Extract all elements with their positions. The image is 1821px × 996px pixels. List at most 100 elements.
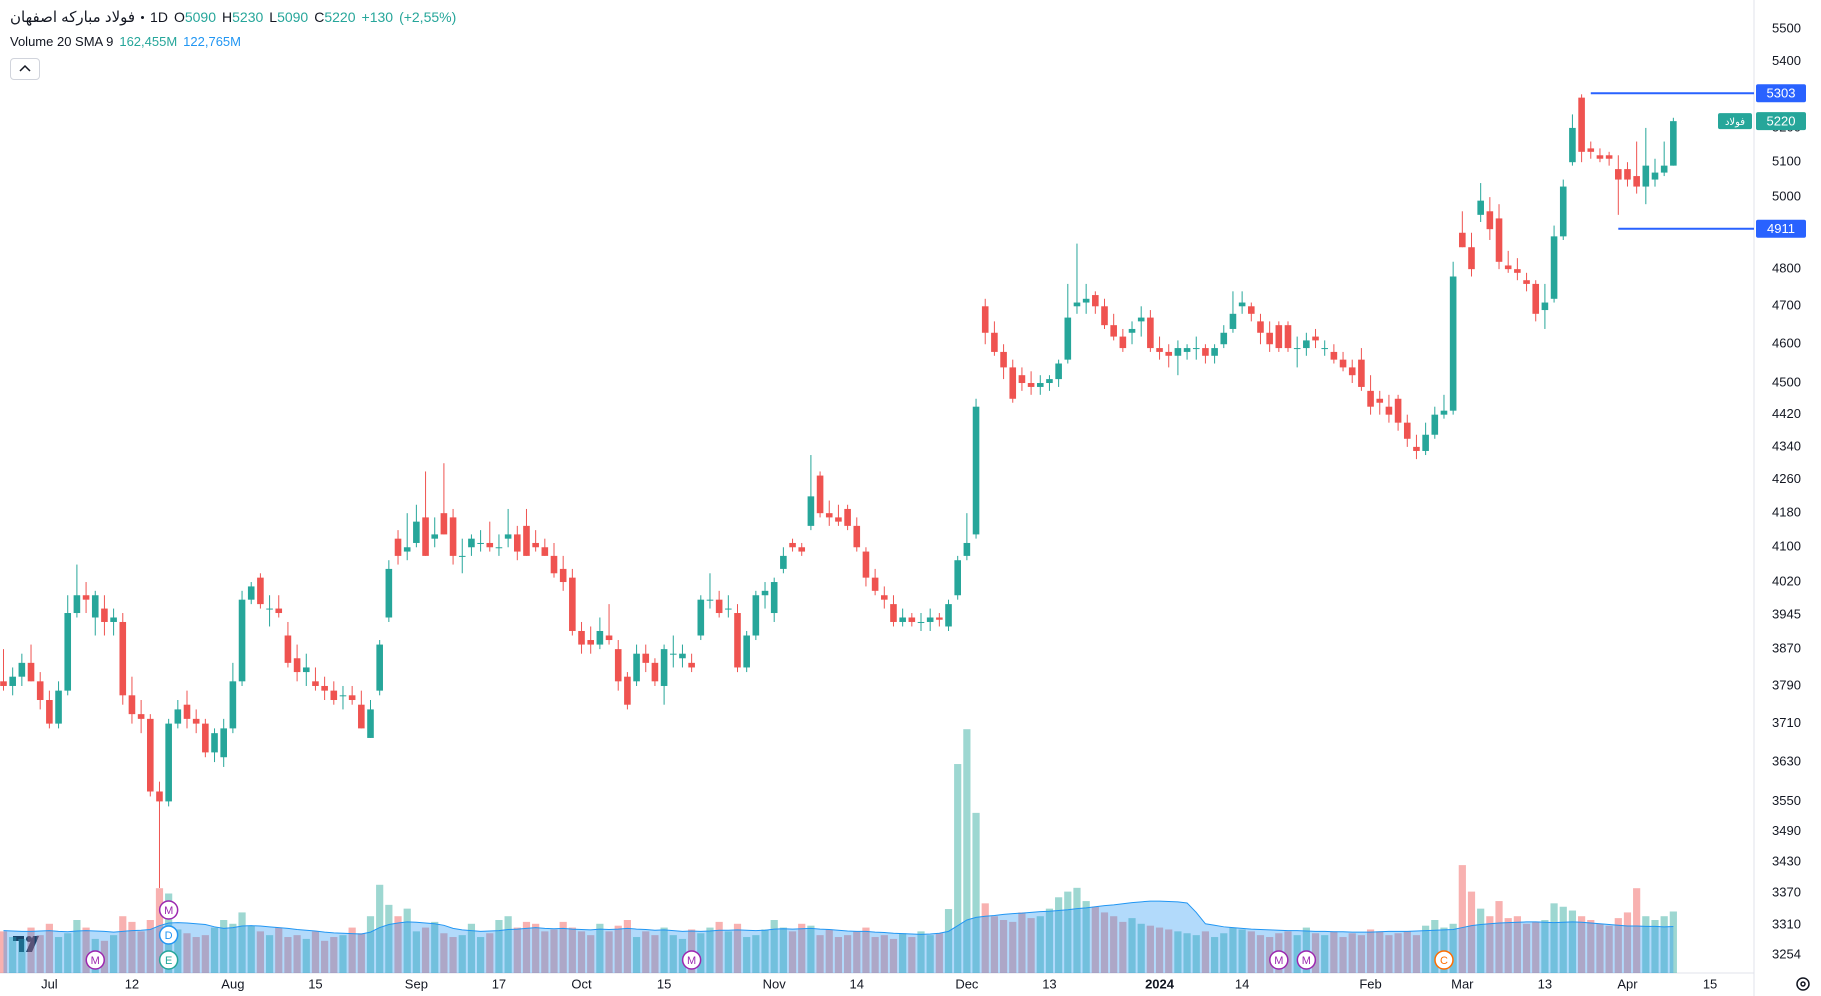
candle-body bbox=[27, 662, 35, 682]
y-tick-label: 3254 bbox=[1772, 946, 1801, 961]
volume-bar bbox=[917, 931, 925, 973]
volume-bar bbox=[816, 935, 824, 973]
candle-body bbox=[1000, 351, 1007, 368]
event-marker bbox=[1269, 950, 1289, 970]
y-tick-label: 3870 bbox=[1772, 641, 1801, 656]
candle-body bbox=[1101, 306, 1108, 326]
volume-bar bbox=[1293, 935, 1301, 973]
y-tick-label: 4020 bbox=[1772, 573, 1801, 588]
volume-bar bbox=[669, 935, 677, 973]
volume-legend: Volume 20 SMA 9 162,455M 122,765M bbox=[10, 34, 241, 49]
candle-body bbox=[403, 547, 411, 552]
volume-bar bbox=[210, 927, 219, 973]
candle-body bbox=[1413, 446, 1420, 451]
candle-body bbox=[917, 621, 925, 623]
x-tick-label: Sep bbox=[405, 976, 428, 991]
candle-body bbox=[1238, 302, 1246, 307]
candle-body bbox=[1293, 348, 1301, 350]
candle-body bbox=[1137, 317, 1145, 322]
volume-bar bbox=[1596, 923, 1604, 973]
volume-bar bbox=[376, 884, 384, 973]
volume-bar bbox=[1211, 937, 1219, 973]
candle-body bbox=[468, 538, 475, 548]
candle-body bbox=[1376, 398, 1384, 403]
candle-body bbox=[514, 534, 521, 552]
candle-body bbox=[504, 534, 512, 539]
volume-bar bbox=[1192, 935, 1200, 973]
volume-bar bbox=[605, 931, 613, 973]
settings-icon[interactable] bbox=[1796, 977, 1810, 991]
collapse-button[interactable] bbox=[10, 58, 40, 80]
candle-body bbox=[1110, 325, 1117, 337]
interval: 1D bbox=[150, 9, 168, 25]
volume-bar bbox=[550, 929, 558, 973]
volume-bar bbox=[440, 933, 448, 973]
candle-body bbox=[541, 547, 549, 556]
candle-body bbox=[1174, 348, 1182, 356]
event-marker bbox=[1296, 950, 1317, 970]
volume-bar bbox=[1137, 923, 1145, 973]
candle-body bbox=[798, 547, 806, 552]
candle-body bbox=[82, 595, 90, 600]
candle-body bbox=[64, 613, 72, 691]
candle-body bbox=[752, 595, 760, 636]
candle-body bbox=[624, 676, 631, 705]
candle-body bbox=[1596, 155, 1604, 159]
candle-body bbox=[1275, 325, 1283, 349]
candle-body bbox=[697, 599, 705, 636]
price-badge-label: 5303 bbox=[1767, 86, 1796, 101]
volume-bar bbox=[513, 927, 521, 973]
price-badge bbox=[1756, 219, 1806, 238]
volume-bar bbox=[1284, 931, 1292, 973]
volume-bar bbox=[192, 937, 200, 973]
last-price-badge bbox=[1756, 112, 1806, 131]
candle-body bbox=[789, 542, 796, 548]
candle-body bbox=[578, 630, 585, 645]
volume-bar bbox=[1486, 916, 1494, 973]
volume-bar bbox=[45, 923, 53, 973]
candles bbox=[0, 94, 1677, 888]
volume-bar bbox=[697, 933, 705, 973]
x-tick-label: 13 bbox=[1042, 976, 1056, 991]
event-marker bbox=[158, 900, 179, 920]
y-tick-label: 3945 bbox=[1772, 607, 1801, 622]
candle-body bbox=[367, 709, 374, 738]
price-badge-label: 4911 bbox=[1767, 221, 1795, 236]
candle-body bbox=[605, 635, 613, 641]
volume-bar bbox=[981, 903, 989, 973]
candle-body bbox=[1009, 367, 1017, 399]
x-tick-label: 13 bbox=[1538, 976, 1552, 991]
candle-body bbox=[926, 617, 934, 622]
volume-bar bbox=[1513, 916, 1521, 973]
volume-bar bbox=[1348, 933, 1356, 973]
y-tick-label: 3370 bbox=[1772, 885, 1801, 900]
volume-bar bbox=[1091, 906, 1099, 973]
candle-body bbox=[1514, 269, 1521, 273]
candle-body bbox=[550, 555, 558, 574]
volume-bar bbox=[651, 935, 659, 973]
event-marker bbox=[1434, 950, 1454, 970]
x-tick-label: 15 bbox=[308, 976, 322, 991]
volume-bar bbox=[559, 921, 567, 973]
volume-bar bbox=[1522, 923, 1531, 973]
candle-body bbox=[1651, 172, 1659, 180]
volume-bar bbox=[449, 937, 457, 973]
candle-body bbox=[1394, 398, 1402, 423]
event-label: M bbox=[687, 955, 696, 967]
candle-body bbox=[247, 586, 255, 600]
volume-bar bbox=[155, 888, 164, 973]
ohlc-prefix: C bbox=[314, 9, 325, 25]
volume-bar bbox=[1651, 920, 1659, 973]
volume-bar bbox=[1027, 918, 1035, 973]
candle-body bbox=[862, 551, 870, 578]
volume-bar bbox=[36, 935, 44, 973]
volume-bar bbox=[788, 931, 797, 973]
candle-body bbox=[734, 613, 741, 668]
candle-body bbox=[1385, 406, 1393, 415]
volume-bar bbox=[265, 935, 274, 973]
volume-bar bbox=[724, 931, 732, 973]
candle-body bbox=[1266, 332, 1273, 345]
candle-body bbox=[1550, 236, 1558, 299]
candle-body bbox=[1422, 434, 1429, 451]
